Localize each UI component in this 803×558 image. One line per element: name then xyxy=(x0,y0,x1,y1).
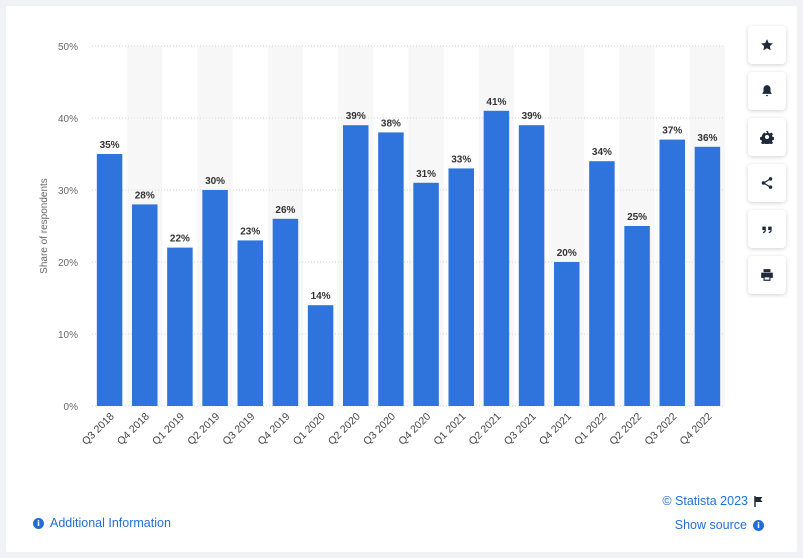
show-source-link[interactable]: Show source i xyxy=(675,518,764,532)
share-icon xyxy=(761,177,773,189)
additional-information-label: Additional Information xyxy=(50,516,171,530)
bar xyxy=(96,154,123,406)
bar xyxy=(518,125,545,406)
x-tick-label: Q2 2021 xyxy=(467,411,504,448)
data-label: 22% xyxy=(170,234,190,245)
x-tick-label: Q1 2022 xyxy=(572,411,609,448)
show-source-label: Show source xyxy=(674,518,747,532)
data-label: 25% xyxy=(627,212,647,223)
x-tick-label: Q4 2019 xyxy=(256,411,293,448)
toolbar xyxy=(748,26,786,294)
bar xyxy=(272,218,299,406)
bar xyxy=(554,262,580,406)
x-tick-label: Q1 2020 xyxy=(291,411,328,448)
bar xyxy=(343,125,369,406)
favorite-button[interactable] xyxy=(748,26,786,64)
bell-icon xyxy=(762,85,772,97)
data-label: 30% xyxy=(205,176,225,187)
print-button[interactable] xyxy=(748,256,786,294)
data-label: 31% xyxy=(416,169,436,180)
x-tick-label: Q3 2019 xyxy=(220,411,257,448)
bar xyxy=(624,226,650,406)
x-tick-label: Q4 2020 xyxy=(396,411,433,448)
bar-chart: 0% 10% 20% 30% 40% 50% Share of respondents 35%… xyxy=(39,42,725,448)
x-tick-label: Q4 2018 xyxy=(115,411,152,448)
footer-right: © Statista 2023 Show source i xyxy=(662,494,764,532)
chart-card: 0% 10% 20% 30% 40% 50% Share of respondents 35%… xyxy=(6,6,797,552)
x-tick-label: Q3 2020 xyxy=(361,411,398,448)
data-label: 41% xyxy=(486,97,506,108)
data-label: 23% xyxy=(240,226,260,237)
data-label: 26% xyxy=(275,205,295,216)
info-icon: i xyxy=(753,519,764,531)
data-label: 20% xyxy=(557,248,577,259)
data-label: 36% xyxy=(697,133,717,144)
y-tick-label: 30% xyxy=(58,186,78,197)
x-tick-label: Q3 2021 xyxy=(502,411,539,448)
notification-button[interactable] xyxy=(748,72,786,110)
y-tick-label: 10% xyxy=(58,330,78,341)
additional-information-link[interactable]: i Additional Information xyxy=(33,516,171,530)
x-tick-label: Q2 2022 xyxy=(607,411,644,448)
bar xyxy=(694,146,721,407)
print-icon xyxy=(761,269,773,281)
x-tick-label: Q2 2019 xyxy=(185,411,222,448)
copyright[interactable]: © Statista 2023 xyxy=(662,494,764,508)
settings-button[interactable] xyxy=(748,118,786,156)
x-tick-label: Q4 2021 xyxy=(537,411,574,448)
data-label: 28% xyxy=(135,190,155,201)
share-button[interactable] xyxy=(748,164,786,202)
bar xyxy=(307,305,334,406)
star-icon xyxy=(761,39,773,51)
bar xyxy=(659,139,685,406)
quote-icon xyxy=(762,226,772,234)
data-label: 38% xyxy=(381,118,401,129)
y-tick-label: 50% xyxy=(58,42,78,53)
bar xyxy=(448,168,474,406)
data-label: 39% xyxy=(522,111,542,122)
x-tick-label: Q4 2022 xyxy=(678,411,715,448)
bar xyxy=(132,204,158,406)
y-tick-label: 20% xyxy=(58,258,78,269)
data-label: 39% xyxy=(346,111,366,122)
copyright-label: © Statista 2023 xyxy=(662,494,748,508)
bar xyxy=(167,247,193,406)
x-tick-label: Q3 2018 xyxy=(80,411,117,448)
data-label: 34% xyxy=(592,147,612,158)
info-icon: i xyxy=(33,517,44,529)
x-tick-label: Q1 2021 xyxy=(431,411,468,448)
bar xyxy=(378,132,404,406)
y-axis-label: Share of respondents xyxy=(39,178,50,274)
bar xyxy=(589,161,615,406)
x-tick-label: Q3 2022 xyxy=(642,411,679,448)
y-tick-label: 40% xyxy=(58,114,78,125)
bar xyxy=(202,190,228,406)
bar xyxy=(237,240,263,406)
cite-button[interactable] xyxy=(748,210,786,248)
bar xyxy=(483,110,510,407)
data-label: 14% xyxy=(311,291,331,302)
flag-icon xyxy=(754,495,763,507)
x-tick-label: Q1 2019 xyxy=(150,411,187,448)
data-label: 37% xyxy=(662,126,682,137)
bar xyxy=(413,182,439,406)
data-label: 33% xyxy=(451,154,471,165)
y-tick-label: 0% xyxy=(64,402,79,413)
gear-icon xyxy=(760,131,774,144)
x-tick-label: Q2 2020 xyxy=(326,411,363,448)
data-label: 35% xyxy=(100,140,120,151)
